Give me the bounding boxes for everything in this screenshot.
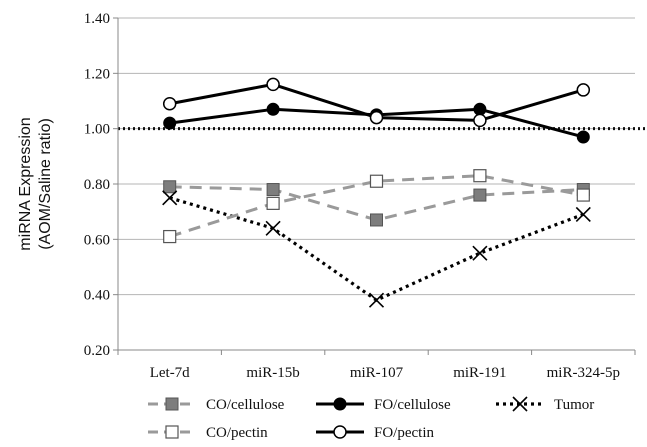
x-marker-stroke: [368, 292, 385, 308]
y-tick-label: 1.00: [84, 122, 110, 138]
x-tick-label: miR-107: [350, 365, 404, 381]
data-point-tumor: [472, 245, 488, 261]
y-tick-labels: 0.20 0.40 0.60 0.80 1.00 1.20 1.40: [84, 11, 110, 359]
x-tick-label: miR-191: [453, 365, 506, 381]
data-point-co-pectin: [266, 196, 280, 210]
legend-item-fo-pectin: FO/pectin: [316, 425, 434, 441]
y-axis-title-line2: (AOM/Saline ratio): [37, 118, 54, 250]
y-tick-label: 0.20: [84, 343, 110, 359]
x-marker-stroke: [575, 206, 591, 222]
legend-label: Tumor: [554, 397, 594, 413]
legend-swatch-marker: [333, 425, 347, 439]
data-point-fo-pectin: [266, 77, 280, 92]
legend-swatch-marker: [165, 397, 179, 411]
legend-label: CO/pectin: [206, 425, 268, 441]
x-marker-stroke: [472, 245, 488, 261]
data-point-tumor: [162, 190, 178, 206]
legend-swatch-marker: [512, 396, 528, 412]
x-tick-label: miR-324-5p: [547, 365, 620, 381]
y-tick-label: 0.60: [84, 232, 110, 248]
data-point-fo-pectin: [473, 113, 487, 128]
legend-swatch-marker: [333, 397, 347, 411]
data-point-co-cellulose: [473, 188, 487, 202]
x-tick-label: miR-15b: [246, 365, 299, 381]
x-marker-stroke: [162, 190, 178, 206]
legend-label: CO/cellulose: [206, 397, 285, 413]
legend-item-fo-cellulose: FO/cellulose: [316, 397, 451, 413]
gridlines: [118, 17, 635, 296]
data-point-tumor: [265, 220, 281, 236]
y-axis-title-line1: miRNA Expression: [17, 117, 34, 250]
y-tick-label: 1.20: [84, 66, 110, 82]
legend-swatch-marker: [165, 425, 179, 439]
data-point-fo-pectin: [369, 110, 384, 125]
legend-label: FO/pectin: [374, 425, 434, 441]
data-point-fo-cellulose: [163, 116, 177, 130]
data-point-co-cellulose: [163, 180, 177, 194]
series-lines: [162, 77, 591, 308]
legend: CO/cellulose FO/cellulose Tumor CO/pectin FO…: [148, 396, 594, 441]
legend-item-co-cellulose: CO/cellulose: [148, 397, 285, 413]
y-tick-label: 0.40: [84, 288, 110, 304]
data-point-co-pectin: [163, 229, 177, 244]
y-tick-label: 1.40: [84, 11, 110, 27]
x-tick-labels: Let-7d miR-15b miR-107 miR-191 miR-324-5p: [150, 365, 620, 381]
x-marker-stroke: [512, 396, 528, 412]
x-marker-stroke: [265, 220, 281, 236]
data-point-tumor: [575, 206, 591, 222]
legend-item-co-pectin: CO/pectin: [148, 425, 268, 441]
data-point-fo-cellulose: [266, 102, 280, 116]
legend-item-tumor: Tumor: [496, 396, 594, 413]
data-point-tumor: [368, 292, 385, 308]
data-point-fo-pectin: [576, 83, 591, 97]
data-point-co-cellulose: [266, 183, 280, 197]
data-point-co-pectin: [576, 188, 590, 202]
data-point-fo-pectin: [162, 97, 177, 111]
y-tick-label: 0.80: [84, 177, 110, 193]
data-point-fo-cellulose: [576, 130, 590, 144]
x-tick-label: Let-7d: [150, 365, 190, 381]
data-point-co-pectin: [473, 169, 487, 183]
legend-label: FO/cellulose: [374, 397, 451, 413]
data-point-fo-cellulose: [473, 102, 487, 116]
series-line-tumor: [169, 196, 584, 302]
data-point-co-cellulose: [370, 213, 383, 227]
axes: [113, 17, 636, 355]
data-point-co-pectin: [369, 174, 384, 188]
